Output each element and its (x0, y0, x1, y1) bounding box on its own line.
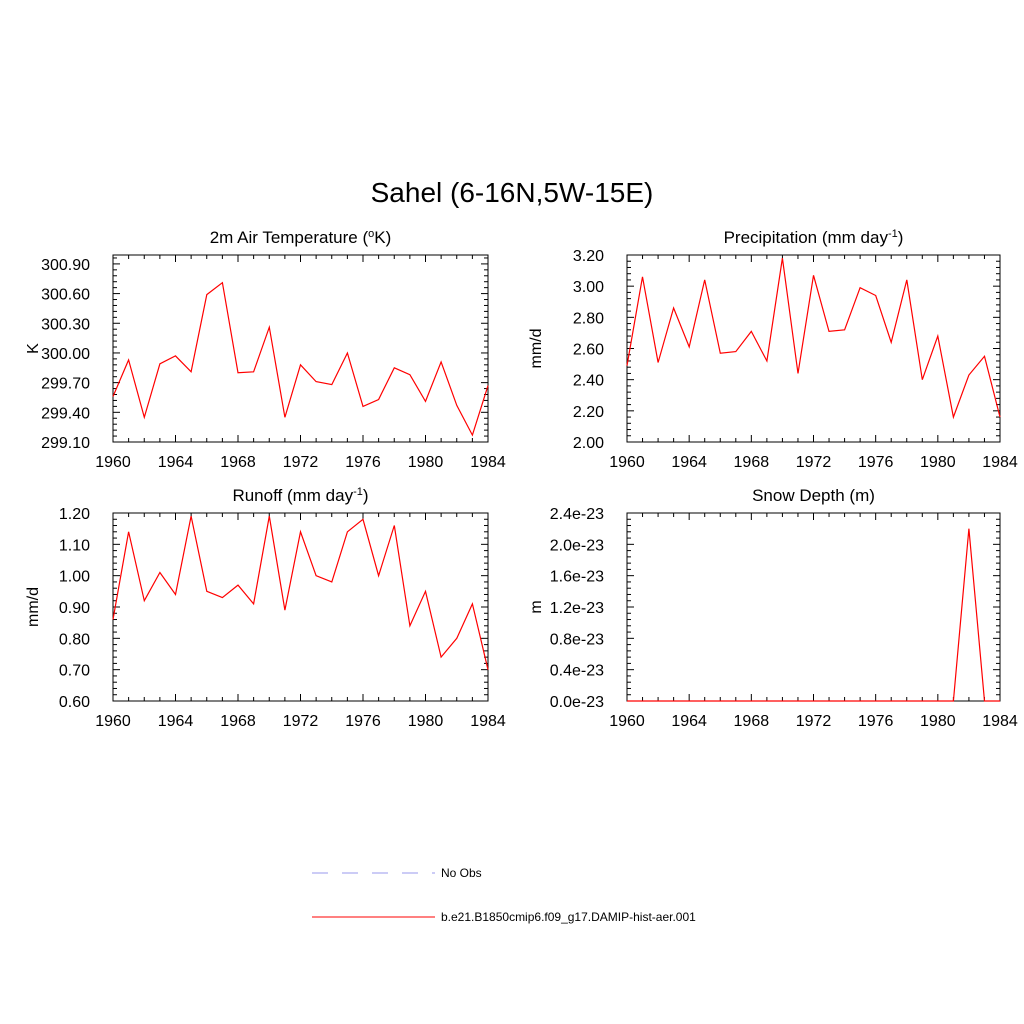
y-tick-label: 300.00 (41, 346, 90, 363)
y-tick-label: 2.0e-23 (550, 537, 604, 554)
y-tick-label: 0.4e-23 (550, 663, 604, 680)
x-tick-label: 1968 (220, 454, 256, 471)
y-tick-label: 1.20 (59, 506, 90, 523)
y-tick-label: 1.2e-23 (550, 600, 604, 617)
plot-frame (626, 254, 1001, 443)
figure-title: Sahel (6-16N,5W-15E) (371, 177, 654, 208)
legend-label: No Obs (441, 866, 482, 880)
x-tick-label: 1972 (283, 454, 319, 471)
y-tick-label: 2.40 (573, 373, 604, 390)
y-tick-label: 2.00 (573, 435, 604, 452)
x-tick-label: 1964 (158, 713, 194, 730)
x-tick-label: 1960 (609, 454, 645, 471)
y-tick-label: 300.60 (41, 287, 90, 304)
legend-label: b.e21.B1850cmip6.f09_g17.DAMIP-hist-aer.… (441, 910, 696, 924)
panel-title: Precipitation (mm day-1) (724, 228, 904, 247)
x-tick-label: 1980 (920, 454, 956, 471)
panel-precip: 1960 1964 1968 1972 1976 1980 1984 2.00 2.20 2.40… (528, 228, 1018, 471)
x-tick-label: 1964 (671, 713, 707, 730)
series-line (627, 528, 1000, 702)
x-tick-label: 1964 (671, 454, 707, 471)
y-tick-label: 1.6e-23 (550, 569, 604, 586)
y-tick-label: 300.90 (41, 257, 90, 274)
y-tick-label: 2.20 (573, 404, 604, 421)
panel-title: 2m Air Temperature (oK) (210, 228, 392, 247)
panels-group: 1960 1964 1968 1972 1976 1980 1984 299.10 299.40… (25, 228, 1018, 730)
y-tick-label: 0.0e-23 (550, 694, 604, 711)
panel-snow: 1960 1964 1968 1972 1976 1980 1984 0.0e-23 0.4e-… (528, 486, 1018, 730)
y-tick-label: 299.10 (41, 435, 90, 452)
x-tick-label: 1980 (408, 713, 444, 730)
y-tick-label: 3.20 (573, 248, 604, 265)
y-tick-label: 2.80 (573, 310, 604, 327)
x-tick-label: 1984 (470, 713, 506, 730)
x-tick-label: 1976 (345, 713, 381, 730)
plot-frame (112, 254, 489, 443)
y-axis-label: K (25, 343, 42, 354)
y-tick-label: 1.00 (59, 569, 90, 586)
y-tick-label: 0.60 (59, 694, 90, 711)
y-tick-label: 299.70 (41, 376, 90, 393)
y-tick-label: 0.80 (59, 631, 90, 648)
panel-title: Snow Depth (m) (752, 486, 875, 505)
y-tick-label: 2.4e-23 (550, 506, 604, 523)
x-tick-label: 1972 (283, 713, 319, 730)
x-tick-label: 1972 (796, 454, 832, 471)
x-tick-label: 1976 (858, 454, 894, 471)
x-tick-label: 1976 (345, 454, 381, 471)
y-tick-label: 1.10 (59, 537, 90, 554)
panel-runoff: 1960 1964 1968 1972 1976 1980 1984 0.60 0.70 0.80… (25, 486, 506, 730)
y-tick-label: 3.00 (573, 279, 604, 296)
plot-frame (626, 512, 1001, 702)
y-tick-label: 299.40 (41, 405, 90, 422)
x-tick-label: 1984 (470, 454, 506, 471)
x-tick-label: 1984 (982, 713, 1018, 730)
y-tick-label: 0.70 (59, 663, 90, 680)
y-tick-label: 2.60 (573, 342, 604, 359)
panel-t2m: 1960 1964 1968 1972 1976 1980 1984 299.10 299.40… (25, 228, 506, 471)
plot-frame (112, 512, 489, 702)
panel-title: Runoff (mm day-1) (232, 486, 368, 505)
x-tick-label: 1972 (796, 713, 832, 730)
y-tick-label: 300.30 (41, 316, 90, 333)
x-tick-label: 1968 (734, 454, 770, 471)
y-tick-label: 0.8e-23 (550, 631, 604, 648)
y-axis-label: mm/d (528, 329, 545, 369)
y-axis-label: m (528, 600, 545, 613)
series-line (112, 515, 489, 670)
x-tick-label: 1980 (920, 713, 956, 730)
x-tick-label: 1960 (95, 713, 131, 730)
series-line (626, 258, 1001, 420)
x-tick-label: 1968 (220, 713, 256, 730)
x-tick-label: 1976 (858, 713, 894, 730)
x-tick-label: 1964 (158, 454, 194, 471)
x-tick-label: 1984 (982, 454, 1018, 471)
x-tick-label: 1980 (408, 454, 444, 471)
y-axis-label: mm/d (25, 587, 42, 627)
y-tick-label: 0.90 (59, 600, 90, 617)
x-tick-label: 1968 (734, 713, 770, 730)
x-tick-label: 1960 (95, 454, 131, 471)
x-tick-label: 1960 (609, 713, 645, 730)
legend: No Obs b.e21.B1850cmip6.f09_g17.DAMIP-his… (312, 866, 696, 924)
series-line (112, 281, 489, 437)
